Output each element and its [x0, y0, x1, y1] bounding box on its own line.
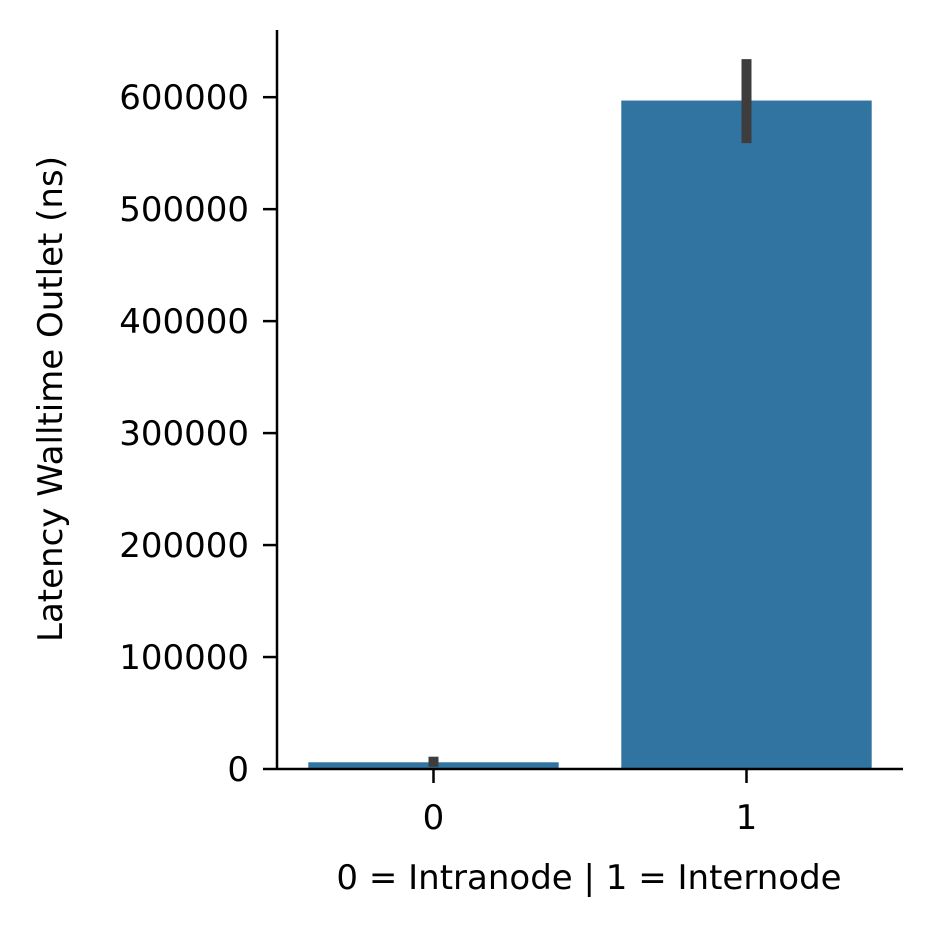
y-tick-label-300000: 300000 [119, 414, 249, 454]
y-tick-label-600000: 600000 [119, 78, 249, 118]
y-tick-label-0: 0 [227, 750, 249, 790]
y-tick-label-500000: 500000 [119, 190, 249, 230]
bars-layer [308, 100, 872, 770]
y-tick-label-400000: 400000 [119, 302, 249, 342]
x-axis-title: 0 = Intranode | 1 = Internode [336, 858, 841, 898]
y-axis-title: Latency Walltime Outlet (ns) [31, 156, 71, 642]
x-tick-label-0: 0 [423, 798, 445, 838]
error-bars-layer [428, 59, 752, 767]
y-tick-label-100000: 100000 [119, 638, 249, 678]
bar-1 [621, 100, 872, 770]
y-tick-label-200000: 200000 [119, 526, 249, 566]
axes-layer [275, 30, 903, 771]
x-tick-label-1: 1 [736, 798, 758, 838]
ticks-layer: 0 1 0 100000 200000 300000 400000 500000 600000 [119, 78, 757, 838]
